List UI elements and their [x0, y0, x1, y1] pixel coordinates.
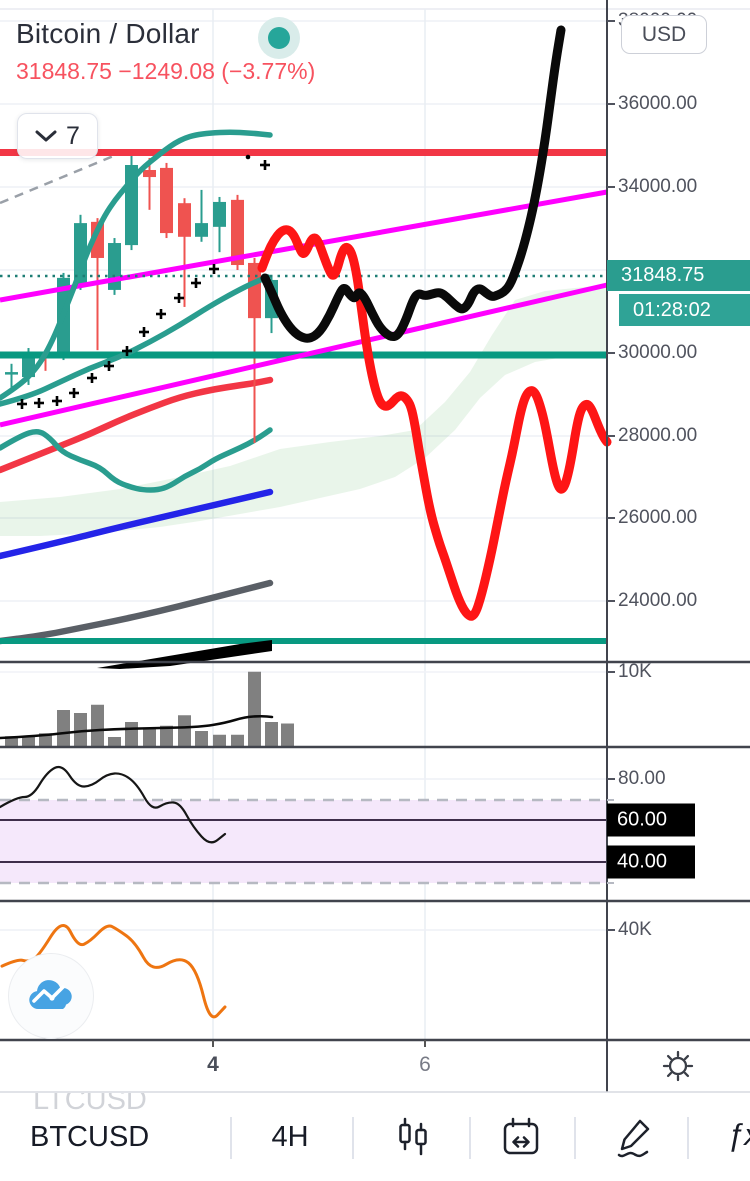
toolbar-divider	[352, 1117, 354, 1159]
candlestick-icon	[399, 1117, 427, 1156]
price-axis-label: 34000.00	[618, 176, 698, 197]
market-open-dot-icon	[268, 27, 290, 49]
rsi-axis-label: 80.00	[618, 768, 666, 789]
toolbar-divider	[230, 1117, 232, 1159]
volume-axis-label: 10K	[618, 661, 652, 682]
bar-countdown-label: 01:28:02	[619, 294, 750, 326]
chart-settings-button[interactable]	[660, 1048, 696, 1084]
chart-style-button[interactable]	[393, 1115, 433, 1164]
symbol-title: Bitcoin / Dollar	[16, 18, 200, 49]
chevron-down-icon	[35, 130, 57, 142]
drawing-tools-button[interactable]	[612, 1115, 656, 1166]
price-change-row: 31848.75 −1249.08 (−3.77%)	[16, 58, 315, 85]
price-axis-label: 26000.00	[618, 507, 698, 528]
lower-indicator-axis-label: 40K	[618, 919, 652, 940]
bar-count-value: 7	[66, 121, 80, 150]
calendar-arrows-icon	[503, 1117, 539, 1155]
toolbar-divider	[574, 1117, 576, 1159]
gear-icon	[662, 1050, 694, 1082]
currency-toggle-button[interactable]: USD	[621, 15, 707, 54]
broker-watermark-logo	[8, 953, 94, 1039]
marker-pen-icon	[617, 1119, 650, 1158]
symbol-button[interactable]: BTCUSD	[30, 1121, 150, 1153]
toolbar-divider	[687, 1117, 689, 1159]
current-price-label: 31848.75	[607, 260, 750, 291]
symbol-picker-prev[interactable]: LTCUSD	[33, 1093, 147, 1116]
go-to-date-button[interactable]	[499, 1115, 543, 1164]
bottom-toolbar: LTCUSD BTCUSD 4H	[0, 1093, 750, 1181]
price-axis-label: 24000.00	[618, 590, 698, 611]
interval-button[interactable]: 4H	[271, 1121, 309, 1153]
bar-count-dropdown[interactable]: 7	[17, 113, 98, 159]
indicators-fx-button[interactable]: ƒx	[727, 1117, 750, 1152]
cloud-chart-icon	[29, 980, 72, 1009]
toolbar-divider	[469, 1117, 471, 1159]
price-change: −1249.08 (−3.77%)	[118, 58, 316, 84]
price-axis-label: 36000.00	[618, 93, 698, 114]
price-axis-label: 30000.00	[618, 342, 698, 363]
rsi-level-label: 40.00	[607, 845, 695, 879]
price-axis-label: 28000.00	[618, 425, 698, 446]
time-axis-label: 4	[207, 1053, 219, 1076]
rsi-level-label: 60.00	[607, 803, 695, 837]
time-axis-label: 6	[419, 1053, 431, 1076]
last-price: 31848.75	[16, 58, 112, 84]
